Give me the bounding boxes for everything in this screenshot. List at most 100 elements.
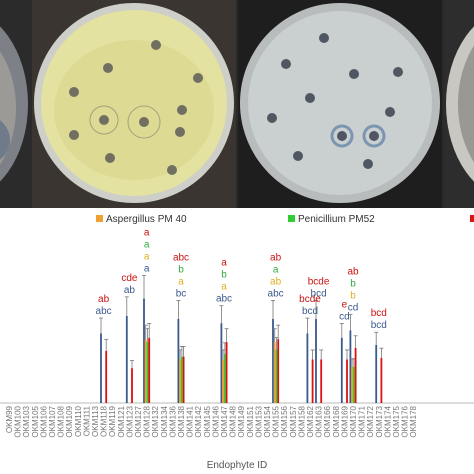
- bar: [148, 337, 151, 403]
- x-tick-label: OKM99: [5, 405, 14, 433]
- x-tick-label: OKM119: [108, 405, 117, 437]
- bar: [181, 356, 183, 403]
- bar: [275, 349, 278, 403]
- significance-letter: a: [144, 264, 150, 275]
- x-tick-label: OKM156: [280, 405, 289, 437]
- significance-letter: ab: [270, 276, 282, 287]
- x-tick-label: OKM153: [254, 405, 263, 437]
- x-tick-label: OKM176: [401, 405, 410, 437]
- legend-swatch: [470, 215, 474, 222]
- x-tick-label: OKM132: [151, 405, 160, 437]
- x-tick-label: OKM108: [57, 405, 66, 437]
- significance-letter: a: [178, 276, 184, 287]
- bar: [375, 345, 378, 403]
- x-tick-label: OKM158: [297, 405, 306, 437]
- x-tick-label: OKM109: [65, 405, 74, 437]
- x-tick-label: OKM134: [160, 405, 169, 437]
- bar: [179, 359, 181, 403]
- significance-letter: bcd: [302, 306, 318, 317]
- significance-letter: cde: [121, 273, 138, 284]
- x-tick-label: OKM107: [48, 405, 57, 437]
- bar: [272, 318, 274, 403]
- x-tick-label: OKM123: [125, 405, 134, 437]
- bar: [125, 316, 128, 403]
- x-tick-label: OKM163: [315, 405, 324, 437]
- plate-2-image: [32, 0, 236, 208]
- x-tick-label: OKM145: [203, 405, 212, 437]
- significance-letter: a: [144, 240, 150, 251]
- x-tick-label: OKM166: [323, 405, 332, 437]
- significance-letter: bcde: [308, 276, 330, 287]
- bar: [380, 358, 383, 403]
- significance-letter: b: [178, 264, 184, 275]
- significance-letter: abc: [268, 288, 284, 299]
- significance-letter: b: [350, 291, 356, 302]
- x-tick-label: OKM155: [272, 405, 281, 437]
- significance-letter: b: [221, 270, 227, 281]
- bar: [177, 318, 180, 403]
- significance-letter: a: [144, 252, 150, 263]
- x-tick-label: OKM128: [143, 405, 152, 437]
- legend: Aspergillus PM 40 Penicillium PM52: [96, 214, 474, 225]
- x-tick-label: OKM149: [237, 405, 246, 437]
- bars: [99, 275, 384, 403]
- bar: [144, 339, 147, 403]
- plate-4-image: [444, 0, 474, 208]
- x-tick-label: OKM141: [186, 405, 195, 437]
- significance-letter: ab: [347, 267, 359, 278]
- significance-letter: ab: [124, 285, 136, 296]
- bar: [349, 330, 352, 403]
- bar: [353, 366, 355, 403]
- legend-item: Penicillium PM52: [288, 214, 375, 225]
- significance-letter: bc: [176, 288, 187, 299]
- bar: [320, 359, 323, 403]
- significance-letter: cd: [339, 311, 350, 322]
- x-tick-label: OKM110: [74, 405, 83, 437]
- bar: [100, 333, 102, 403]
- significance-letter: bcde: [299, 294, 321, 305]
- x-tick-label: OKM106: [39, 405, 48, 437]
- x-tick-label: OKM113: [91, 405, 100, 437]
- significance-letter: a: [221, 282, 227, 293]
- significance-letter: a: [144, 228, 150, 239]
- x-tick-label: OKM148: [229, 405, 238, 437]
- bar: [354, 347, 357, 403]
- significance-letter: b: [350, 279, 356, 290]
- x-tick-label: OKM111: [82, 405, 91, 436]
- x-tick-label: OKM127: [134, 405, 143, 437]
- bar: [346, 359, 348, 403]
- x-tick-label: OKM147: [220, 405, 229, 437]
- bar: [277, 339, 280, 403]
- x-tick-label: OKM173: [375, 405, 384, 437]
- bar: [315, 318, 317, 403]
- legend-label: Penicillium PM52: [298, 214, 375, 225]
- bar: [105, 350, 108, 403]
- legend-swatch: [96, 215, 103, 222]
- significance-letter: a: [273, 264, 279, 275]
- x-axis-label: Endophyte ID: [207, 460, 268, 471]
- bar: [225, 342, 228, 403]
- x-tick-label: OKM138: [177, 405, 186, 437]
- plate-photo-4: [444, 0, 474, 208]
- bar: [131, 368, 133, 403]
- x-tick-label: OKM157: [289, 405, 298, 437]
- x-tick-label: OKM168: [332, 405, 341, 437]
- legend-item: [470, 215, 474, 222]
- significance-letter: abc: [96, 306, 112, 317]
- bar: [273, 342, 276, 403]
- x-tick-label: OKM172: [366, 405, 375, 437]
- bar: [351, 366, 353, 403]
- x-tick-label: OKM175: [392, 405, 401, 437]
- legend-label: Aspergillus PM 40: [106, 214, 187, 225]
- bar: [220, 323, 223, 403]
- x-tick-labels: OKM99 OKM100 OKM103 OKM105 OKM106 OKM107 OKM10…: [5, 405, 418, 437]
- x-tick-label: OKM170: [349, 405, 358, 437]
- bar: [143, 298, 145, 403]
- significance-letter: cd: [348, 303, 359, 314]
- plate-photo-3: [238, 0, 442, 208]
- significance-letter: abc: [173, 252, 189, 263]
- significance-letter: abc: [216, 294, 232, 305]
- x-tick-label: OKM174: [383, 405, 392, 437]
- x-tick-label: OKM142: [194, 405, 203, 437]
- x-tick-label: OKM178: [409, 405, 418, 437]
